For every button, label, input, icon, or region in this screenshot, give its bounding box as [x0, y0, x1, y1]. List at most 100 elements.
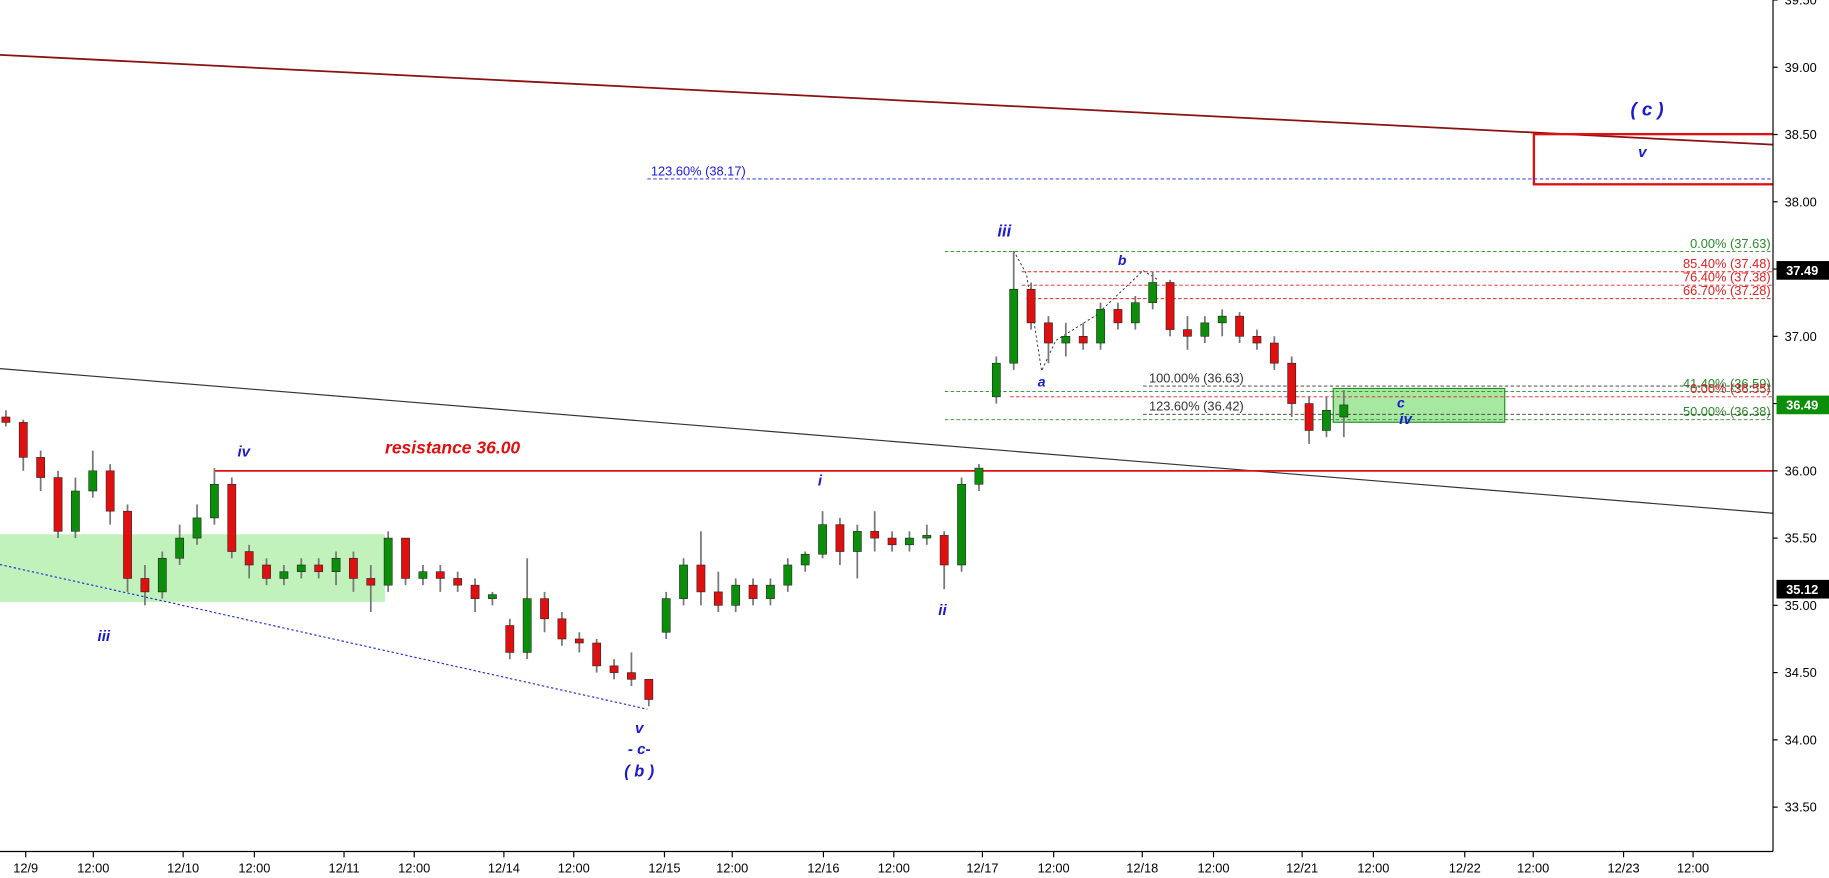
candle-body [748, 584, 758, 599]
candle-body [314, 564, 324, 573]
x-tick-label: 12/9 [13, 860, 38, 875]
candle-body [991, 362, 1001, 398]
support-zone [0, 534, 385, 602]
candle-body [1044, 322, 1053, 344]
candle-body [1269, 342, 1279, 364]
candle-body [905, 537, 914, 546]
candle-body [401, 537, 410, 579]
y-tick-label: 33.50 [1785, 800, 1817, 815]
candle-body [262, 564, 271, 579]
candle-body [835, 524, 845, 552]
candle-body [418, 571, 428, 579]
candle-body [470, 584, 480, 599]
candle-body [887, 537, 897, 546]
y-tick-label: 35.00 [1785, 598, 1817, 613]
x-tick-label: 12:00 [77, 860, 109, 875]
candle-body [157, 557, 167, 593]
candle-body [366, 578, 376, 586]
candle-body [53, 477, 63, 532]
x-tick-label: 12/23 [1608, 860, 1640, 875]
wave-label: ii [938, 602, 947, 619]
price-marker-label: 35.12 [1786, 582, 1818, 597]
candle-body [1339, 404, 1349, 418]
y-tick-label: 34.50 [1785, 665, 1817, 680]
wave-label: iii [97, 628, 110, 645]
wave-label: iii [998, 222, 1012, 240]
candle-body [609, 665, 619, 673]
y-tick-label: 35.50 [1785, 531, 1817, 546]
y-tick-label: 38.00 [1785, 194, 1817, 209]
wave-label: b [1118, 252, 1127, 268]
candle-body [870, 531, 880, 539]
x-tick-label: 12:00 [1357, 860, 1389, 875]
x-tick-label: 12/17 [966, 860, 998, 875]
fib-label: 123.60% (38.17) [651, 163, 746, 178]
wave-label: iv [1399, 411, 1413, 428]
x-tick-label: 12:00 [878, 860, 910, 875]
candle-body [1130, 302, 1140, 324]
candle-body [696, 564, 706, 593]
y-tick-label: 39.00 [1785, 60, 1817, 75]
resistance-label: resistance 36.00 [385, 437, 520, 457]
candle-body [1183, 329, 1192, 337]
y-tick-label: 37.00 [1785, 329, 1817, 344]
x-tick-label: 12/18 [1126, 860, 1158, 875]
fib-label: 0.00% (37.63) [1690, 236, 1771, 251]
fib-label: 41.40% (36.59) [1683, 376, 1771, 391]
x-tick-label: 12:00 [1517, 860, 1549, 875]
candle-body [540, 598, 549, 620]
x-tick-label: 12/22 [1449, 860, 1481, 875]
x-tick-label: 12:00 [1197, 860, 1229, 875]
candle-body [939, 535, 949, 566]
candle-body [88, 470, 98, 492]
x-tick-label: 12/14 [488, 860, 520, 875]
trend-line [0, 368, 1774, 514]
x-tick-label: 12:00 [398, 860, 430, 875]
candle-body [296, 564, 306, 573]
candle-body [818, 524, 827, 555]
candle-body [522, 598, 532, 653]
candle-body [192, 517, 202, 539]
price-marker [1776, 579, 1829, 599]
candle-body [766, 584, 775, 599]
candle-body [1200, 322, 1210, 337]
candle-body [1148, 282, 1158, 303]
candle-body [574, 638, 584, 644]
candle-body [227, 483, 237, 552]
trend-line [0, 53, 1774, 146]
candle-body [1096, 309, 1105, 344]
wave-label: - c- [628, 741, 651, 758]
candle-body [1078, 336, 1088, 344]
candle-body [383, 537, 393, 586]
y-tick-label: 34.00 [1785, 732, 1817, 747]
candle-body [349, 557, 358, 579]
candle-body [1322, 409, 1331, 431]
candle-body [1235, 315, 1244, 337]
candle-body [800, 553, 810, 566]
candle-body [36, 457, 46, 478]
wave-label: ( b ) [624, 763, 654, 781]
x-tick-label: 12/21 [1286, 860, 1318, 875]
candle-body [18, 422, 28, 458]
fib-label: 85.40% (37.48) [1683, 256, 1771, 271]
candle-body [505, 625, 515, 653]
candle-body [1217, 315, 1227, 324]
fib-label: 0.00% (36.55) [1690, 381, 1771, 396]
candle-body [279, 571, 289, 579]
candle-body [210, 483, 219, 519]
fib-label: 123.60% (36.42) [1149, 399, 1244, 414]
wave-label: iv [237, 444, 251, 461]
price-marker [1776, 261, 1829, 280]
fib-label: 50.00% (36.38) [1683, 404, 1771, 419]
y-tick-label: 36.00 [1785, 463, 1817, 478]
candle-body [244, 551, 254, 566]
candle-body [592, 642, 602, 667]
x-tick-label: 12/15 [648, 860, 680, 875]
candle-body [644, 679, 654, 700]
candle-body [331, 557, 341, 573]
wave-label: c [1397, 394, 1405, 410]
wave-label: ( c ) [1630, 99, 1663, 120]
